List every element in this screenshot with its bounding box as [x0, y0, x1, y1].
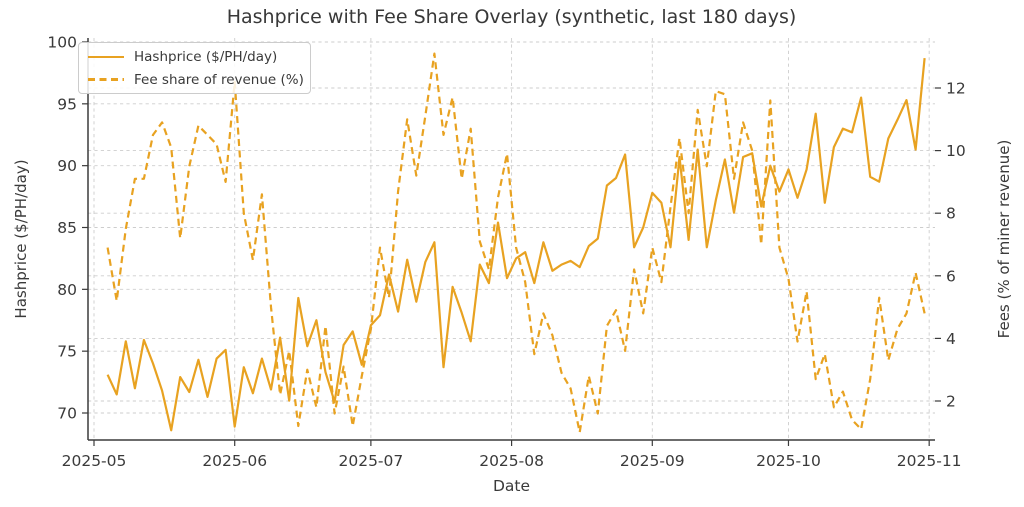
legend-item-fee-share: Fee share of revenue (%) — [88, 72, 310, 88]
y-tick-label-left: 75 — [57, 343, 77, 361]
x-axis-label: Date — [492, 477, 531, 495]
gridlines — [88, 38, 935, 440]
x-tick-label: 2025-08 — [479, 452, 544, 470]
axes: 2025-05 2025-06 2025-07 2025-08 2025-09 2025-… — [47, 33, 965, 470]
y-tick-label-right: 8 — [946, 205, 956, 223]
legend: Hashprice ($/PH/day) Fee share of revenu… — [78, 42, 311, 94]
y-tick-label-right: 2 — [946, 393, 956, 411]
y-tick-label-left: 100 — [47, 33, 77, 51]
hashprice-line — [106, 57, 926, 432]
fee-share-line — [106, 52, 926, 434]
dashed-line-sample-icon — [88, 78, 124, 81]
y-axis-label-left: Hashprice ($/PH/day) — [12, 159, 30, 319]
y-tick-label-right: 12 — [946, 80, 966, 98]
y-tick-label-left: 85 — [57, 219, 77, 237]
y-tick-label-left: 80 — [57, 281, 77, 299]
y-tick-label-left: 70 — [57, 405, 77, 423]
solid-line-sample-icon — [88, 55, 124, 58]
y-tick-label-left: 95 — [57, 95, 77, 113]
x-tick-label: 2025-07 — [338, 452, 403, 470]
x-tick-label: 2025-10 — [756, 452, 821, 470]
y-tick-label-right: 10 — [946, 142, 966, 160]
legend-item-hashprice: Hashprice ($/PH/day) — [88, 49, 310, 65]
legend-label-hashprice: Hashprice ($/PH/day) — [134, 48, 278, 65]
y-tick-label-right: 4 — [946, 330, 956, 348]
x-tick-label: 2025-05 — [62, 452, 127, 470]
y-tick-label-left: 90 — [57, 157, 77, 175]
x-tick-label: 2025-06 — [202, 452, 267, 470]
x-tick-label: 2025-09 — [620, 452, 685, 470]
chart-title: Hashprice with Fee Share Overlay (synthe… — [226, 6, 797, 28]
series-lines — [106, 52, 926, 434]
x-tick-label: 2025-11 — [897, 452, 962, 470]
y-tick-label-right: 6 — [946, 267, 956, 285]
y-axis-label-right: Fees (% of miner revenue) — [995, 139, 1013, 339]
legend-label-fee-share: Fee share of revenue (%) — [134, 71, 304, 88]
